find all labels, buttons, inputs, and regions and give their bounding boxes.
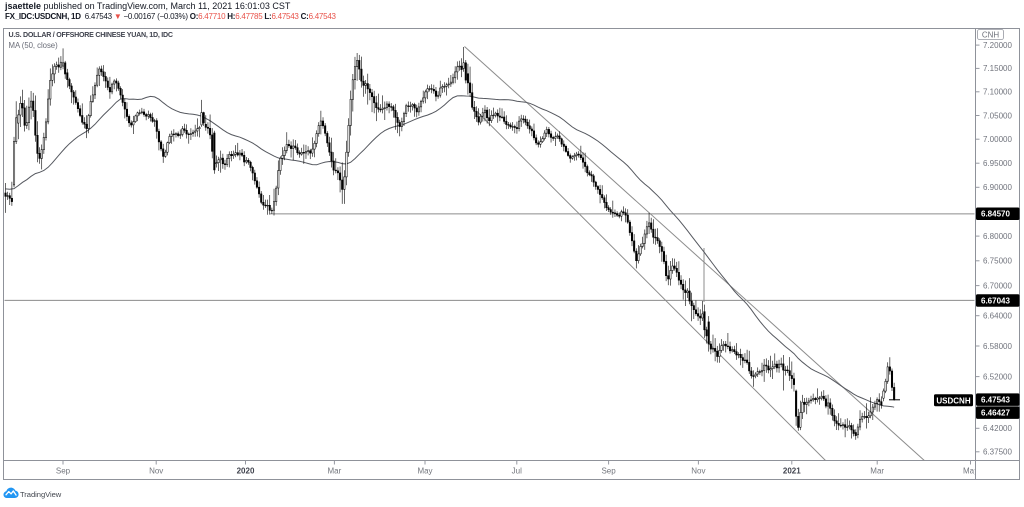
svg-text:6.75000: 6.75000 [983,257,1012,266]
svg-text:Jul: Jul [512,467,522,476]
svg-text:Nov: Nov [149,467,163,476]
svg-text:7.00000: 7.00000 [983,135,1012,144]
svg-text:6.80000: 6.80000 [983,232,1012,241]
svg-text:6.42000: 6.42000 [983,424,1012,433]
svg-text:MA (50, close): MA (50, close) [9,41,59,50]
svg-text:6.46427: 6.46427 [981,409,1010,418]
svg-text:7.20000: 7.20000 [983,41,1012,50]
svg-text:USDCNH: USDCNH [936,396,970,405]
svg-text:6.67043: 6.67043 [981,296,1010,305]
svg-text:TradingView: TradingView [20,490,62,499]
svg-text:Mar: Mar [870,467,884,476]
svg-text:7.15000: 7.15000 [983,64,1012,73]
svg-text:7.05000: 7.05000 [983,111,1012,120]
svg-text:6.84570: 6.84570 [981,210,1010,219]
svg-text:May: May [417,467,432,476]
svg-text:6.70000: 6.70000 [983,281,1012,290]
svg-text:6.90000: 6.90000 [983,183,1012,192]
svg-text:Nov: Nov [691,467,705,476]
svg-text:Sep: Sep [56,467,71,476]
svg-text:6.37500: 6.37500 [983,448,1012,457]
svg-text:6.47543: 6.47543 [981,396,1010,405]
svg-text:2020: 2020 [237,467,255,476]
svg-text:6.95000: 6.95000 [983,159,1012,168]
svg-text:May: May [963,467,978,476]
svg-text:Sep: Sep [601,467,616,476]
svg-text:Mar: Mar [328,467,342,476]
svg-text:6.64000: 6.64000 [983,312,1012,321]
svg-text:U.S. DOLLAR / OFFSHORE CHINESE: U.S. DOLLAR / OFFSHORE CHINESE YUAN, 1D,… [9,31,173,39]
svg-text:2021: 2021 [783,467,801,476]
svg-text:6.58000: 6.58000 [983,342,1012,351]
svg-text:CNH: CNH [982,30,1000,39]
svg-text:7.10000: 7.10000 [983,88,1012,97]
svg-text:6.52000: 6.52000 [983,372,1012,381]
